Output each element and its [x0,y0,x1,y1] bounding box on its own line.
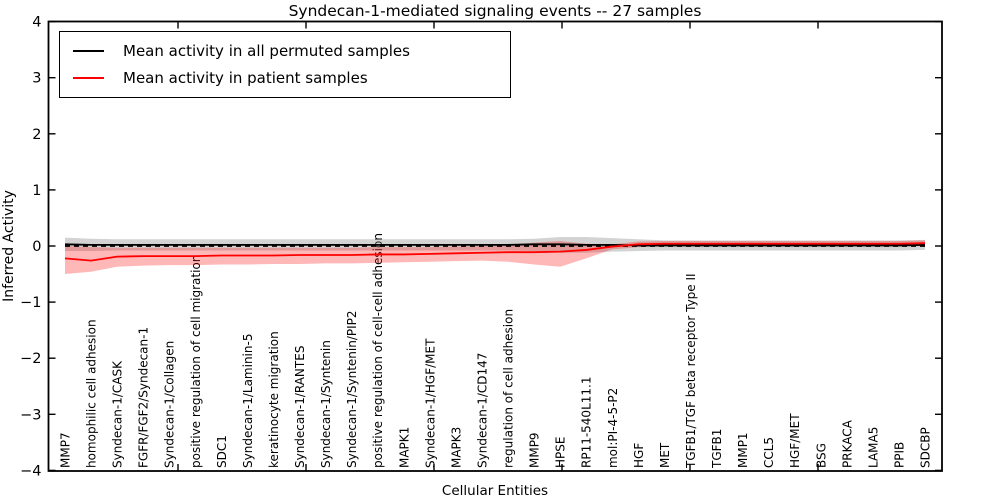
x-tick-label: Syndecan-1/CD147 [475,353,489,468]
chart-title: Syndecan-1-mediated signaling events -- … [288,2,702,20]
x-tick-label: Syndecan-1/Collagen [163,341,177,468]
legend-item-permuted: Mean activity in all permuted samples [73,42,510,60]
x-tick-label: RP11-540L11.1 [580,377,594,468]
x-tick-label: MET [658,442,672,468]
x-tick-label: Syndecan-1/RANTES [293,346,307,468]
x-tick-label: Syndecan-1/Laminin-5 [241,334,255,468]
x-tick-label: PRKACA [840,419,854,468]
y-tick-label: 0 [32,239,41,255]
x-tick-label: FGFR/FGF2/Syndecan-1 [137,327,151,468]
x-tick-label: mol:PI-4-5-P2 [606,388,620,468]
x-tick-label: TGFB1/TGF beta receptor Type II [684,273,698,469]
x-tick-label: positive regulation of cell-cell adhesio… [371,233,385,468]
x-tick-label: MMP9 [528,432,542,468]
x-tick-label: MMP7 [59,432,73,468]
x-tick-label: Syndecan-1/Syntenin [319,340,333,468]
x-tick-label: HPSE [554,437,568,468]
legend-item-patient: Mean activity in patient samples [73,69,510,87]
x-tick-label: Syndecan-1/CASK [111,360,125,468]
y-tick-label: −4 [20,463,41,479]
permuted-line-sample [73,49,104,52]
x-axis-label: Cellular Entities [441,483,549,499]
y-tick-label: 1 [32,183,41,199]
legend-label-patient: Mean activity in patient samples [123,69,368,88]
patient-samples-band [65,240,925,275]
permuted-mean-line [64,243,926,247]
x-tick-label: keratinocyte migration [267,331,281,468]
patient-mean-line [64,242,926,262]
patient-line-sample [73,77,104,80]
y-tick-label: −2 [20,351,41,367]
legend-label-permuted: Mean activity in all permuted samples [123,41,410,60]
x-tick-label: SDCBP [919,427,933,468]
x-tick-label: BSG [814,443,828,468]
x-tick-label: LAMA5 [866,427,880,468]
x-tick-label: homophilic cell adhesion [85,319,99,468]
x-tick-label: TGFB1 [710,429,724,469]
x-tick-label: CCL5 [762,437,776,468]
x-tick-label: MMP1 [736,432,750,468]
x-tick-label: HGF [632,443,646,468]
x-tick-label: positive regulation of cell migration [189,255,203,468]
legend: Mean activity in all permuted samples Me… [59,31,511,98]
y-tick-label: −1 [20,295,41,311]
x-tick-label: regulation of cell adhesion [502,309,516,468]
x-tick-label: Syndecan-1/Syntenin/PIP2 [345,310,359,468]
x-tick-label: Syndecan-1/HGF/MET [423,338,437,468]
x-tick-label: SDC1 [215,435,229,468]
x-tick-label: HGF/MET [788,413,802,468]
y-tick-label: 2 [32,127,41,143]
y-tick-label: 4 [32,15,41,31]
x-tick-label: MAPK1 [397,427,411,468]
y-tick-label: −3 [20,407,41,423]
x-tick-label: PPIB [892,442,906,468]
y-tick-label: 3 [32,71,41,87]
x-tick-label: MAPK3 [449,427,463,468]
